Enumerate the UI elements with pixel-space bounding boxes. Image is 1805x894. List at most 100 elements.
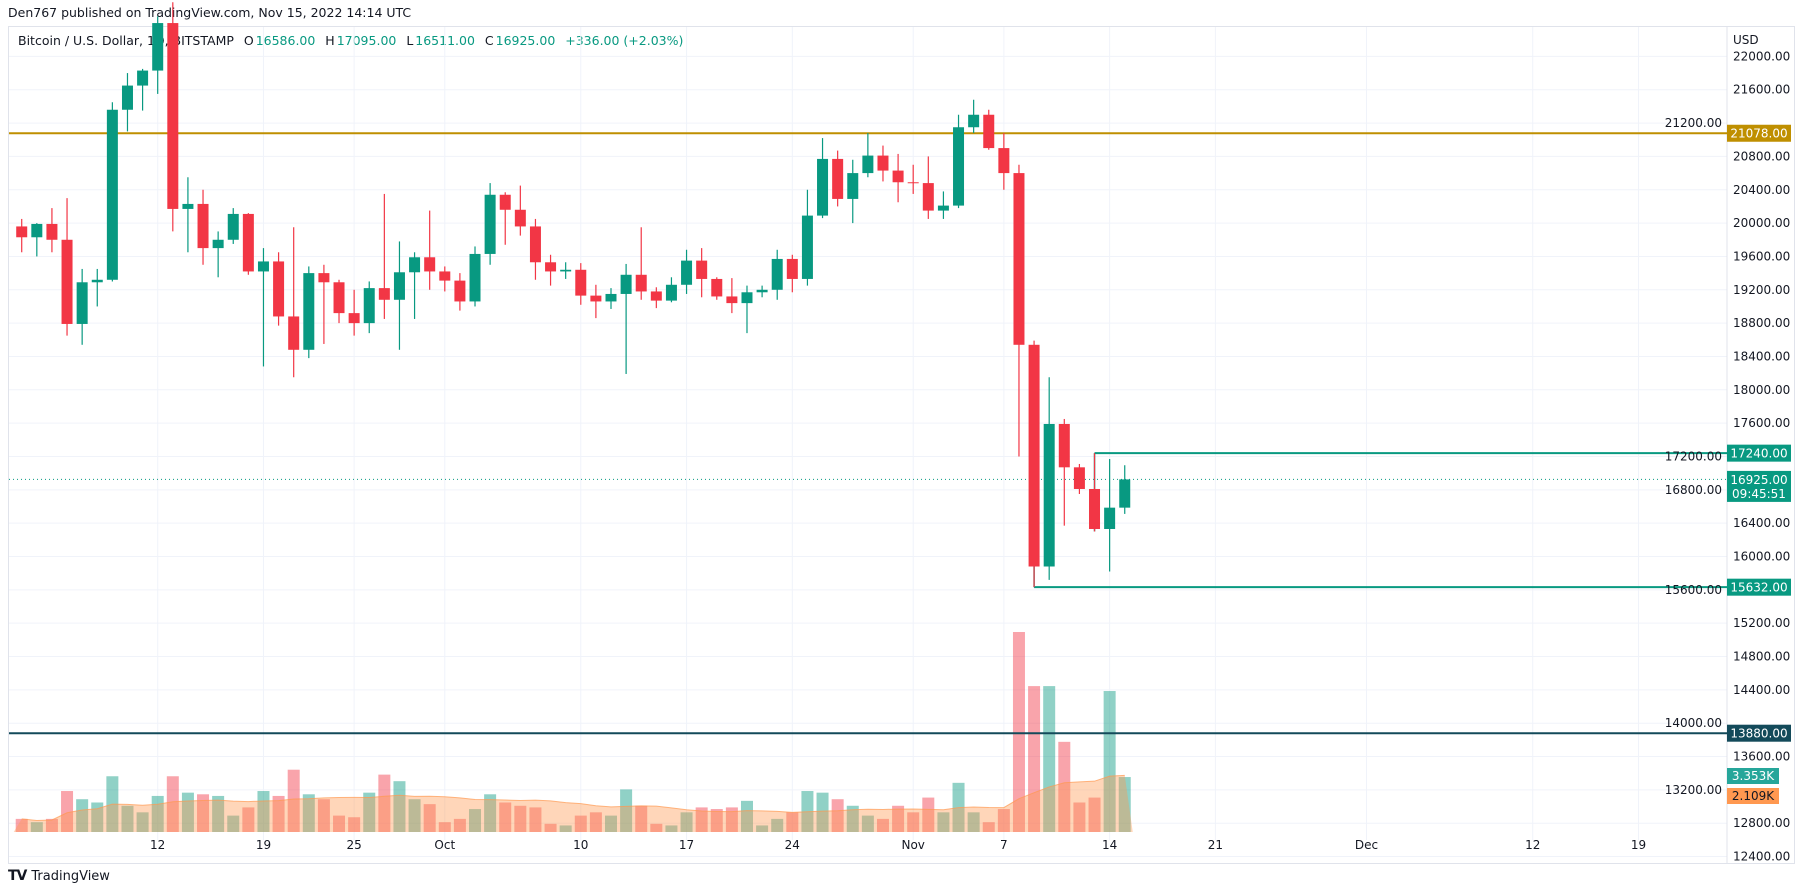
volume-badge-text: 3.353K [1732, 769, 1775, 783]
price-tick-label: 15200.00 [1733, 616, 1790, 630]
candle [348, 289, 360, 336]
tradingview-logo[interactable]: TV TradingView [8, 868, 110, 884]
volume-bar [1012, 632, 1025, 832]
last-price-badge [1727, 470, 1791, 502]
volume-bar [771, 818, 784, 832]
candle [393, 241, 405, 350]
candle-body [46, 223, 58, 240]
volume-bar [861, 815, 874, 832]
candle-body [635, 274, 647, 292]
candle-body [152, 23, 164, 71]
candle [484, 183, 496, 265]
price-tick-label: 13200.00 [1665, 783, 1722, 797]
close-label: C [484, 33, 494, 48]
candle [1119, 465, 1131, 514]
volume-bar [1118, 777, 1131, 832]
level-price-badge [1727, 724, 1791, 742]
time-tick-label: 25 [346, 838, 361, 852]
volume-ma-badge-text: 2.109K [1732, 789, 1775, 803]
candle [907, 164, 919, 194]
candle-body [288, 316, 300, 350]
candle [182, 177, 194, 253]
volume-bar [650, 823, 663, 832]
candle-body [499, 194, 511, 210]
candle-body [197, 203, 209, 249]
candle [106, 102, 118, 282]
price-tick-label: 14000.00 [1665, 716, 1722, 730]
volume-bar [756, 825, 769, 832]
volume-bar [30, 822, 43, 832]
candle [1013, 164, 1025, 457]
volume-bar [1028, 686, 1041, 832]
symbol-legend: Bitcoin / U.S. Dollar, 1D, BITSTAMP O 165… [18, 33, 685, 48]
price-tick-label: 12400.00 [1733, 850, 1790, 864]
candle-body [393, 272, 405, 300]
candle [892, 153, 904, 203]
volume-bar [786, 812, 799, 832]
volume-bar [333, 815, 346, 832]
candle [922, 156, 934, 219]
volume-bar [121, 805, 134, 832]
candle-body [696, 260, 708, 279]
level-price-badge-text: 21078.00 [1730, 127, 1787, 141]
price-tick-label: 21600.00 [1733, 83, 1790, 97]
volume-bar [438, 822, 451, 832]
candle-body [1073, 467, 1085, 489]
candle-body [892, 170, 904, 183]
volume-bar [907, 812, 920, 832]
volume-bar [469, 809, 482, 832]
candle-body [741, 292, 753, 304]
volume-bar [45, 818, 58, 832]
close-value: 16925.00 [495, 33, 556, 48]
symbol-title[interactable]: Bitcoin / U.S. Dollar, 1D, BITSTAMP [18, 33, 234, 48]
candle [1058, 418, 1070, 526]
volume-bar [967, 812, 980, 832]
candle [152, 16, 164, 94]
open-value: 16586.00 [255, 33, 316, 48]
price-tick-label: 19200.00 [1733, 283, 1790, 297]
candle [665, 277, 677, 303]
candle-body [106, 109, 118, 280]
candle-body [545, 262, 557, 272]
candle [1104, 458, 1116, 572]
volume-bar [136, 812, 149, 832]
candle [545, 254, 557, 286]
volume-bar [1103, 691, 1116, 832]
time-tick-label: 10 [573, 838, 588, 852]
volume-bar [816, 792, 829, 832]
volume-bar [635, 805, 648, 832]
price-tick-label: 18400.00 [1733, 349, 1790, 363]
time-tick-label: Nov [901, 838, 924, 852]
candle-body [182, 203, 194, 209]
candle-body [605, 293, 617, 302]
candle-body [318, 273, 330, 283]
candle-body [1043, 423, 1055, 567]
candle-body [937, 205, 949, 211]
candle [16, 218, 28, 253]
candle [46, 208, 58, 253]
candle-body [424, 257, 436, 272]
candle [771, 249, 783, 300]
volume-bar [982, 822, 995, 832]
published-info: Den767 published on TradingView.com, Nov… [8, 5, 412, 20]
candle [273, 252, 285, 326]
candle-body [469, 253, 481, 302]
candle [333, 279, 345, 324]
candle-body [16, 226, 28, 238]
candle-body [1013, 173, 1025, 345]
candle [212, 231, 224, 278]
volume-bar [272, 795, 285, 832]
candle-body [756, 289, 768, 293]
candle [998, 133, 1010, 190]
price-tick-label: 17200.00 [1665, 449, 1722, 463]
candle-body [590, 295, 602, 302]
volume-bar [348, 817, 361, 832]
volume-bar [423, 804, 436, 832]
volume-bar [197, 794, 210, 832]
volume-bar [242, 807, 255, 832]
candle [91, 268, 103, 307]
candle [968, 99, 980, 134]
volume-bar [1058, 741, 1071, 832]
volume-bar [876, 818, 889, 832]
